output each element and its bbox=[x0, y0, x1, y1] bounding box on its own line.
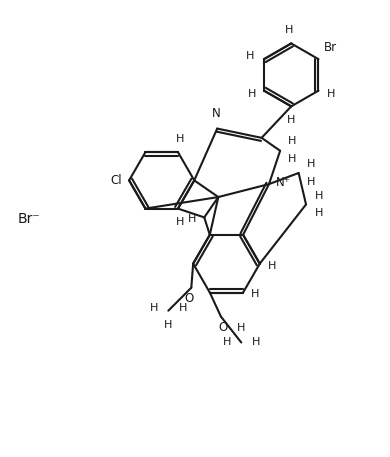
Text: H: H bbox=[176, 217, 184, 227]
Text: Br⁻: Br⁻ bbox=[17, 212, 40, 226]
Text: H: H bbox=[246, 51, 255, 61]
Text: H: H bbox=[251, 289, 260, 299]
Text: H: H bbox=[150, 303, 158, 313]
Text: H: H bbox=[288, 136, 297, 146]
Text: H: H bbox=[252, 337, 260, 347]
Text: H: H bbox=[307, 177, 316, 187]
Text: H: H bbox=[315, 191, 323, 201]
Text: H: H bbox=[285, 25, 294, 35]
Text: N⁺: N⁺ bbox=[276, 176, 291, 189]
Text: H: H bbox=[288, 154, 297, 165]
Text: H: H bbox=[315, 208, 323, 218]
Text: N: N bbox=[212, 107, 221, 121]
Text: O: O bbox=[185, 292, 194, 305]
Text: H: H bbox=[223, 337, 231, 347]
Text: Cl: Cl bbox=[111, 174, 122, 187]
Text: Br: Br bbox=[324, 41, 337, 53]
Text: H: H bbox=[268, 260, 276, 271]
Text: H: H bbox=[326, 89, 335, 99]
Text: H: H bbox=[307, 159, 316, 169]
Text: H: H bbox=[179, 303, 187, 313]
Text: H: H bbox=[287, 115, 295, 124]
Text: H: H bbox=[176, 134, 184, 144]
Text: O: O bbox=[218, 321, 227, 334]
Text: H: H bbox=[237, 323, 245, 333]
Text: H: H bbox=[248, 89, 256, 99]
Text: H: H bbox=[188, 214, 196, 224]
Text: H: H bbox=[164, 320, 172, 330]
